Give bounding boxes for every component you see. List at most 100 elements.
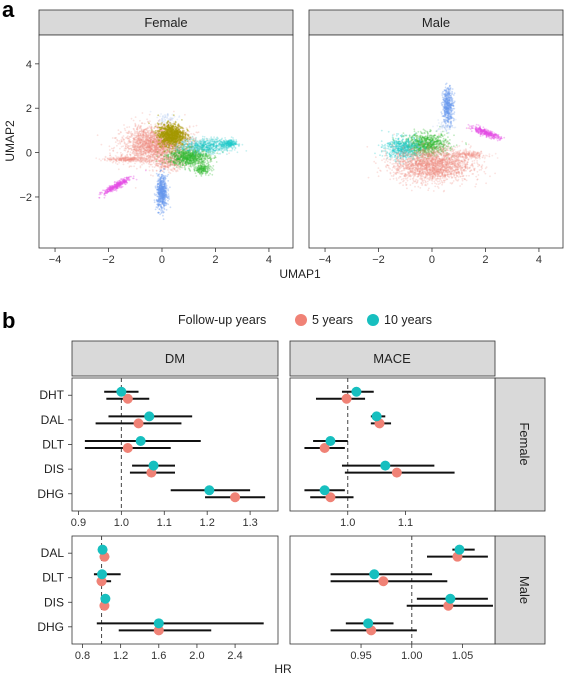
umap-point xyxy=(140,149,143,152)
umap-point xyxy=(172,153,175,156)
umap-point xyxy=(201,135,204,138)
umap-point xyxy=(188,151,191,154)
umap-point xyxy=(148,165,151,168)
umap-point xyxy=(127,160,130,163)
umap-point xyxy=(119,131,122,133)
umap-point xyxy=(150,174,152,177)
umap-point xyxy=(133,154,136,157)
umap-point xyxy=(198,171,200,174)
umap-point xyxy=(140,130,143,133)
umap-point xyxy=(190,138,193,141)
umap-point xyxy=(206,169,209,172)
umap-point xyxy=(184,113,186,116)
umap-point xyxy=(127,142,129,145)
umap-point xyxy=(176,151,179,154)
umap-point xyxy=(175,166,178,169)
umap-point xyxy=(145,137,148,140)
umap-point xyxy=(132,153,135,155)
umap-point xyxy=(173,157,176,160)
umap-point xyxy=(146,155,149,158)
umap-point xyxy=(164,116,167,118)
umap-point xyxy=(138,148,141,151)
umap-point xyxy=(160,140,162,143)
umap-point xyxy=(118,140,121,142)
umap-point xyxy=(161,120,164,123)
umap-point xyxy=(231,147,234,150)
umap-point xyxy=(202,160,205,163)
umap-point xyxy=(178,130,181,133)
umap-point xyxy=(134,141,137,144)
umap-point xyxy=(141,112,144,114)
umap-point xyxy=(209,157,212,160)
umap-point xyxy=(210,168,212,171)
umap-point xyxy=(169,116,172,119)
umap-point xyxy=(146,146,149,148)
umap-point xyxy=(190,140,193,143)
umap-point xyxy=(200,175,203,177)
umap-point xyxy=(211,143,214,146)
umap-point xyxy=(196,157,199,160)
umap-point xyxy=(174,153,177,155)
umap-point xyxy=(150,143,153,146)
umap-point xyxy=(173,115,176,118)
umap-point xyxy=(194,159,196,161)
umap-point xyxy=(195,142,197,144)
umap-point xyxy=(199,162,202,165)
umap-point xyxy=(207,165,210,168)
umap-point xyxy=(135,154,138,156)
umap-point xyxy=(163,138,166,141)
umap-point xyxy=(134,122,137,125)
umap-point xyxy=(166,154,169,156)
umap-point xyxy=(132,157,135,159)
umap-point xyxy=(191,135,194,138)
umap-point xyxy=(140,132,143,135)
umap-point xyxy=(183,166,186,169)
umap-point xyxy=(148,113,151,116)
umap-point xyxy=(193,161,196,164)
umap-point xyxy=(127,162,129,165)
umap-point xyxy=(187,158,189,161)
umap-point xyxy=(178,160,181,163)
umap-point xyxy=(134,144,137,147)
umap-point xyxy=(135,157,138,159)
umap-point xyxy=(179,165,181,167)
umap-point xyxy=(164,157,167,160)
umap-point xyxy=(178,125,181,128)
umap-point xyxy=(153,149,156,152)
umap-point xyxy=(187,167,190,170)
umap-point xyxy=(166,144,169,147)
umap-point xyxy=(193,152,196,155)
umap-point xyxy=(162,147,165,149)
umap-point xyxy=(149,142,152,145)
umap-point xyxy=(187,160,190,163)
umap-point xyxy=(133,165,136,168)
umap-point xyxy=(196,159,199,162)
umap-point xyxy=(169,143,172,146)
umap-point xyxy=(169,156,172,159)
umap-point xyxy=(204,155,207,158)
umap-point xyxy=(174,147,177,150)
umap-point xyxy=(145,136,148,139)
umap-point xyxy=(201,144,204,147)
umap-point xyxy=(173,162,175,165)
umap-point xyxy=(161,161,164,164)
umap-point xyxy=(186,149,189,152)
umap-point xyxy=(155,142,158,145)
umap-point xyxy=(165,123,168,126)
umap-point xyxy=(192,133,195,135)
umap-point xyxy=(144,139,147,142)
umap-point xyxy=(190,152,193,155)
umap-point xyxy=(157,146,160,149)
umap-point xyxy=(150,147,153,150)
umap-point xyxy=(145,151,147,154)
umap-point xyxy=(110,147,113,150)
umap-point xyxy=(221,151,224,154)
umap-point xyxy=(189,137,192,140)
umap-point xyxy=(218,152,220,155)
umap-point xyxy=(141,143,144,146)
umap-point xyxy=(141,134,144,136)
umap-point xyxy=(140,122,143,125)
umap-point xyxy=(169,164,172,166)
umap-point xyxy=(194,143,197,146)
umap-point xyxy=(175,163,178,165)
